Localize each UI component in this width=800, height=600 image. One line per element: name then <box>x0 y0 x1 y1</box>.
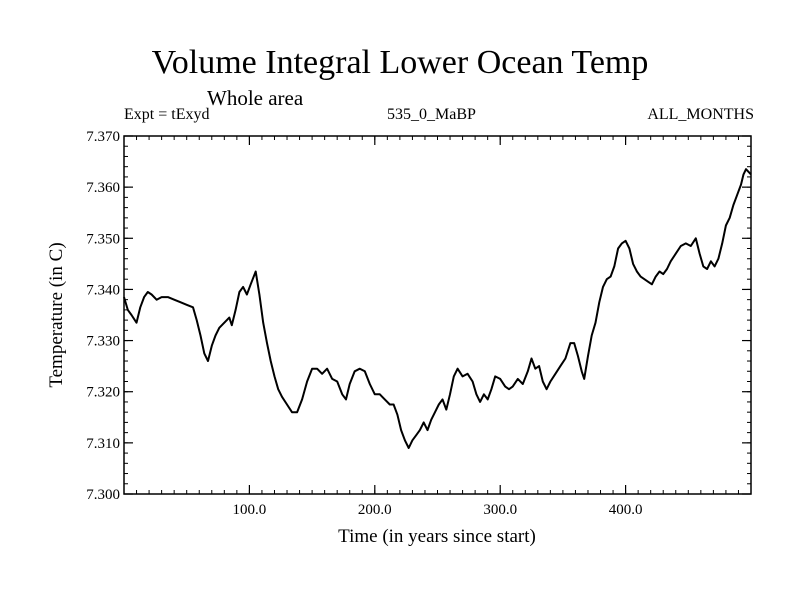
y-axis-ticks: 7.300 7.310 7.320 7.330 7.340 7.350 7.360 7.370 <box>86 129 751 503</box>
x-tick-label: 100.0 <box>233 502 267 518</box>
experiment-label: Expt = tExyd <box>124 106 210 123</box>
y-tick-label: 7.340 <box>86 282 120 298</box>
period-label: 535_0_MaBP <box>387 106 476 123</box>
series-line <box>123 168 752 449</box>
y-tick-label: 7.360 <box>86 180 120 196</box>
y-axis-label: Temperature (in C) <box>46 242 67 387</box>
x-tick-label: 200.0 <box>358 502 392 518</box>
y-tick-label: 7.330 <box>86 334 120 350</box>
x-tick-label: 300.0 <box>483 502 517 518</box>
y-tick-label: 7.370 <box>86 129 120 145</box>
y-tick-label: 7.350 <box>86 231 120 247</box>
y-tick-label: 7.300 <box>86 487 120 503</box>
months-label: ALL_MONTHS <box>647 106 754 123</box>
y-tick-label: 7.310 <box>86 436 120 452</box>
y-tick-label: 7.320 <box>86 385 120 401</box>
chart-subtitle: Whole area <box>207 86 304 110</box>
x-axis-label: Time (in years since start) <box>338 526 536 547</box>
x-tick-label: 400.0 <box>609 502 643 518</box>
chart-title: Volume Integral Lower Ocean Temp <box>151 44 649 81</box>
x-axis-ticks: 100.0 200.0 300.0 400.0 <box>136 136 739 518</box>
plot-frame <box>123 135 752 495</box>
